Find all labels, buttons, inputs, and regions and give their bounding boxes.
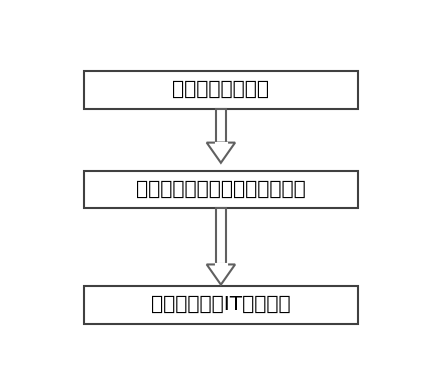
Bar [215, 109, 226, 142]
Polygon shape [206, 264, 234, 285]
Polygon shape [206, 142, 234, 163]
Bar [84, 171, 357, 208]
Bar [84, 286, 357, 324]
Text: 调整数据中心IT设备部署: 调整数据中心IT设备部署 [151, 296, 290, 314]
Text: 数据中心机房建模: 数据中心机房建模 [172, 80, 269, 99]
Bar [84, 71, 357, 108]
Bar [215, 209, 226, 264]
Text: 数据中心机房制冷情况仿真分析: 数据中心机房制冷情况仿真分析 [136, 180, 305, 199]
